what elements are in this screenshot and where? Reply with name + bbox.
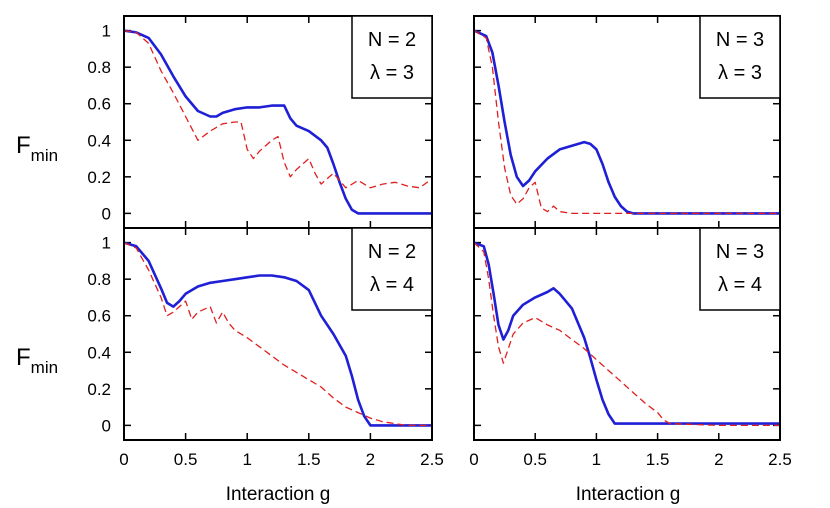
solid-series-line bbox=[123, 241, 432, 427]
legend-label: λ = 3 bbox=[370, 62, 414, 84]
y-tick-label: 0.2 bbox=[87, 380, 111, 399]
y-axis-label-subscript: min bbox=[31, 358, 58, 377]
y-tick-label: 1 bbox=[102, 22, 111, 41]
dashed-series-line bbox=[473, 242, 780, 427]
x-axis-label-left: Interaction g bbox=[226, 484, 331, 505]
x-tick-label: 0.5 bbox=[523, 450, 547, 469]
x-tick-label: 1 bbox=[242, 450, 251, 469]
x-tick-label: 0.5 bbox=[174, 450, 198, 469]
y-tick-label: 0.8 bbox=[87, 270, 111, 289]
x-tick-label: 2 bbox=[714, 450, 723, 469]
solid-series-line bbox=[473, 241, 780, 425]
y-tick-label: 0.2 bbox=[87, 168, 111, 187]
x-tick-label: 1 bbox=[592, 450, 601, 469]
y-axis-label-subscript: min bbox=[31, 146, 58, 165]
legend-label: λ = 4 bbox=[370, 274, 414, 296]
y-tick-label: 1 bbox=[102, 234, 111, 253]
plot-layer: 0 0.2 0.4 0.6 0.8 1 N = 2 λ = 3 N = 3 λ = 3 0 0.2 0.… bbox=[87, 15, 792, 469]
x-tick-label: 0 bbox=[469, 450, 478, 469]
y-tick-label: 0 bbox=[102, 204, 111, 223]
legend-label: N = 3 bbox=[716, 241, 764, 263]
legend-label: N = 2 bbox=[368, 29, 416, 51]
x-tick-label: 0 bbox=[119, 450, 128, 469]
y-axis-label-main: F bbox=[16, 344, 31, 371]
dashed-series-line bbox=[473, 30, 780, 215]
y-tick-label: 0.6 bbox=[87, 307, 111, 326]
y-tick-label: 0.4 bbox=[87, 343, 111, 362]
dashed-series-line bbox=[123, 29, 433, 189]
legend-label: N = 2 bbox=[368, 241, 416, 263]
panel-2: N = 3 λ = 3 bbox=[473, 15, 781, 229]
legend-box bbox=[351, 227, 433, 311]
legend-box bbox=[699, 15, 781, 99]
x-axis-label-right: Interaction g bbox=[576, 484, 681, 505]
x-tick-label: 1.5 bbox=[646, 450, 670, 469]
y-tick-label: 0.6 bbox=[87, 95, 111, 114]
x-tick-label: 2 bbox=[366, 450, 375, 469]
y-tick-label: 0 bbox=[102, 416, 111, 435]
dashed-series-line bbox=[123, 242, 432, 427]
panel-1: 0 0.2 0.4 0.6 0.8 1 N = 2 λ = 3 bbox=[87, 15, 433, 229]
x-tick-label: 1.5 bbox=[297, 450, 321, 469]
x-tick-label: 2.5 bbox=[768, 450, 792, 469]
legend-box bbox=[699, 227, 781, 311]
y-tick-label: 0.4 bbox=[87, 131, 111, 150]
y-tick-label: 0.8 bbox=[87, 58, 111, 77]
panel-4: 0 0.5 1 1.5 2 2.5 N = 3 λ = 4 bbox=[469, 227, 792, 469]
legend-label: λ = 3 bbox=[718, 62, 762, 84]
solid-series-line bbox=[123, 29, 432, 215]
legend-label: N = 3 bbox=[716, 29, 764, 51]
y-axis-label-bottom: Fmin bbox=[16, 344, 58, 377]
plot-frame bbox=[473, 227, 781, 441]
legend-box bbox=[351, 15, 433, 99]
y-axis-label-top: Fmin bbox=[16, 132, 58, 165]
x-tick-label: 2.5 bbox=[420, 450, 444, 469]
legend-label: λ = 4 bbox=[718, 274, 762, 296]
plot-frame bbox=[123, 227, 433, 441]
y-axis-label-main: F bbox=[16, 132, 31, 159]
panel-3: 0 0.2 0.4 0.6 0.8 1 0 0.5 1 1.5 2 2.5 N = 2 λ = 4 bbox=[87, 227, 444, 469]
